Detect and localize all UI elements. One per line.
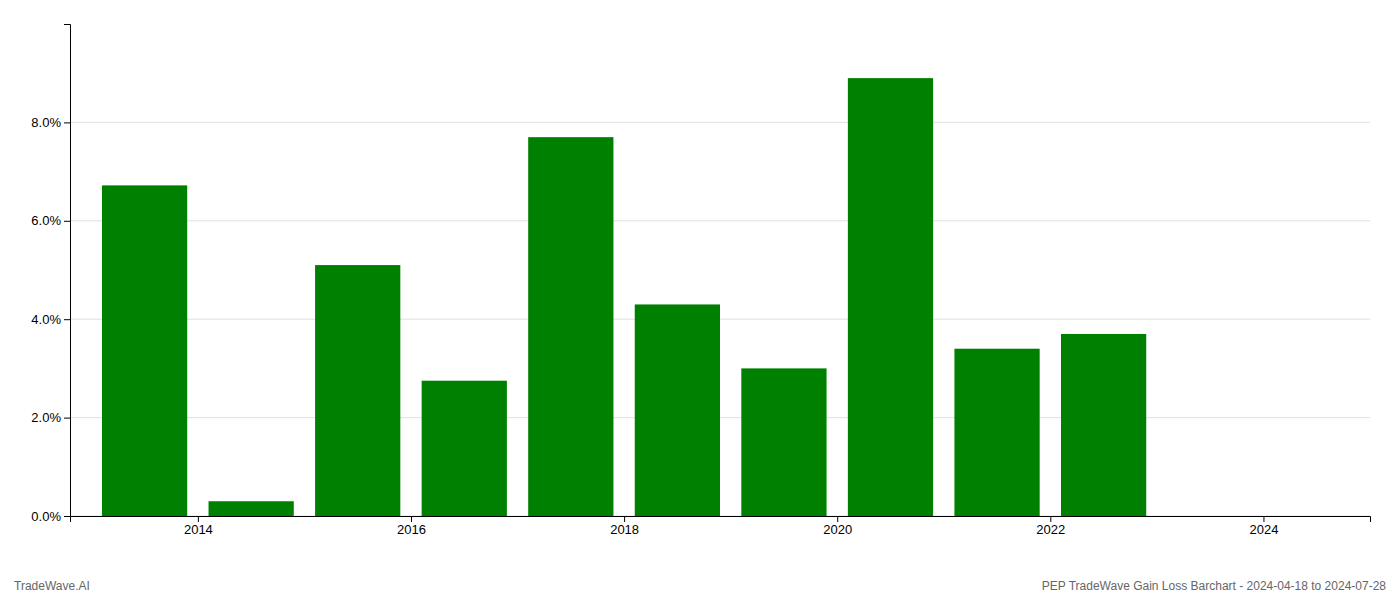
x-tick-mark — [1050, 516, 1051, 522]
y-tick-mark — [64, 221, 70, 222]
bar — [102, 185, 187, 516]
y-tick-mark — [64, 418, 70, 419]
y-tick: 2.0% — [31, 410, 70, 425]
y-tick-label: 0.0% — [31, 509, 61, 524]
x-tick: 2020 — [823, 516, 852, 537]
bar — [528, 137, 613, 516]
bar — [1061, 334, 1146, 516]
y-tick-label: 6.0% — [31, 213, 61, 228]
chart-container: 2014 2016 2018 2020 2022 2024 0.0% 2.0% 4.0% 6.0%… — [0, 0, 1400, 600]
footer-text: TradeWave.AI — [14, 579, 90, 593]
footer-text: PEP TradeWave Gain Loss Barchart - 2024-… — [1042, 579, 1387, 593]
x-tick: 2018 — [610, 516, 639, 537]
bar — [635, 304, 720, 516]
x-tick-mark — [624, 516, 625, 522]
plot-area: 2014 2016 2018 2020 2022 2024 0.0% 2.0% 4.0% 6.0%… — [31, 25, 1370, 538]
x-tick-label: 2024 — [1249, 522, 1278, 537]
y-tick-mark — [64, 516, 70, 517]
x-tick-label: 2014 — [184, 522, 213, 537]
y-tick-mark — [64, 319, 70, 320]
x-tick-label: 2020 — [823, 522, 852, 537]
x-tick: 2016 — [397, 516, 426, 537]
bar — [315, 265, 400, 516]
x-tick-label: 2022 — [1036, 522, 1065, 537]
y-tick: 4.0% — [31, 312, 70, 327]
x-axis: 2014 2016 2018 2020 2022 2024 — [71, 516, 1371, 537]
y-axis: 0.0% 2.0% 4.0% 6.0% 8.0% — [31, 25, 70, 524]
y-axis-line — [64, 25, 71, 517]
x-tick-mark — [1263, 516, 1264, 522]
x-tick-mark — [837, 516, 838, 522]
x-axis-line — [71, 517, 1371, 523]
bars — [102, 78, 1146, 516]
y-tick-mark — [64, 122, 70, 123]
x-tick-label: 2016 — [397, 522, 426, 537]
grid-line — [70, 220, 1370, 221]
y-tick-label: 2.0% — [31, 410, 61, 425]
x-tick-label: 2018 — [610, 522, 639, 537]
x-tick-mark — [411, 516, 412, 522]
x-tick: 2014 — [184, 516, 213, 537]
bar — [1168, 516, 1253, 517]
bar — [741, 368, 826, 516]
bar — [848, 78, 933, 516]
footer: TradeWave.AI PEP TradeWave Gain Loss Barc… — [14, 579, 1386, 593]
y-tick: 0.0% — [31, 509, 70, 524]
x-tick: 2024 — [1249, 516, 1278, 537]
bar — [209, 501, 294, 516]
bar — [954, 349, 1039, 516]
y-tick: 6.0% — [31, 213, 70, 228]
x-tick: 2022 — [1036, 516, 1065, 537]
y-tick-label: 8.0% — [31, 115, 61, 130]
x-tick-mark — [198, 516, 199, 522]
bar — [422, 381, 507, 516]
grid — [70, 122, 1370, 516]
grid-line — [70, 122, 1370, 123]
y-tick-label: 4.0% — [31, 312, 61, 327]
y-tick: 8.0% — [31, 115, 70, 130]
chart-svg: 2014 2016 2018 2020 2022 2024 0.0% 2.0% 4.0% 6.0%… — [0, 0, 1400, 600]
